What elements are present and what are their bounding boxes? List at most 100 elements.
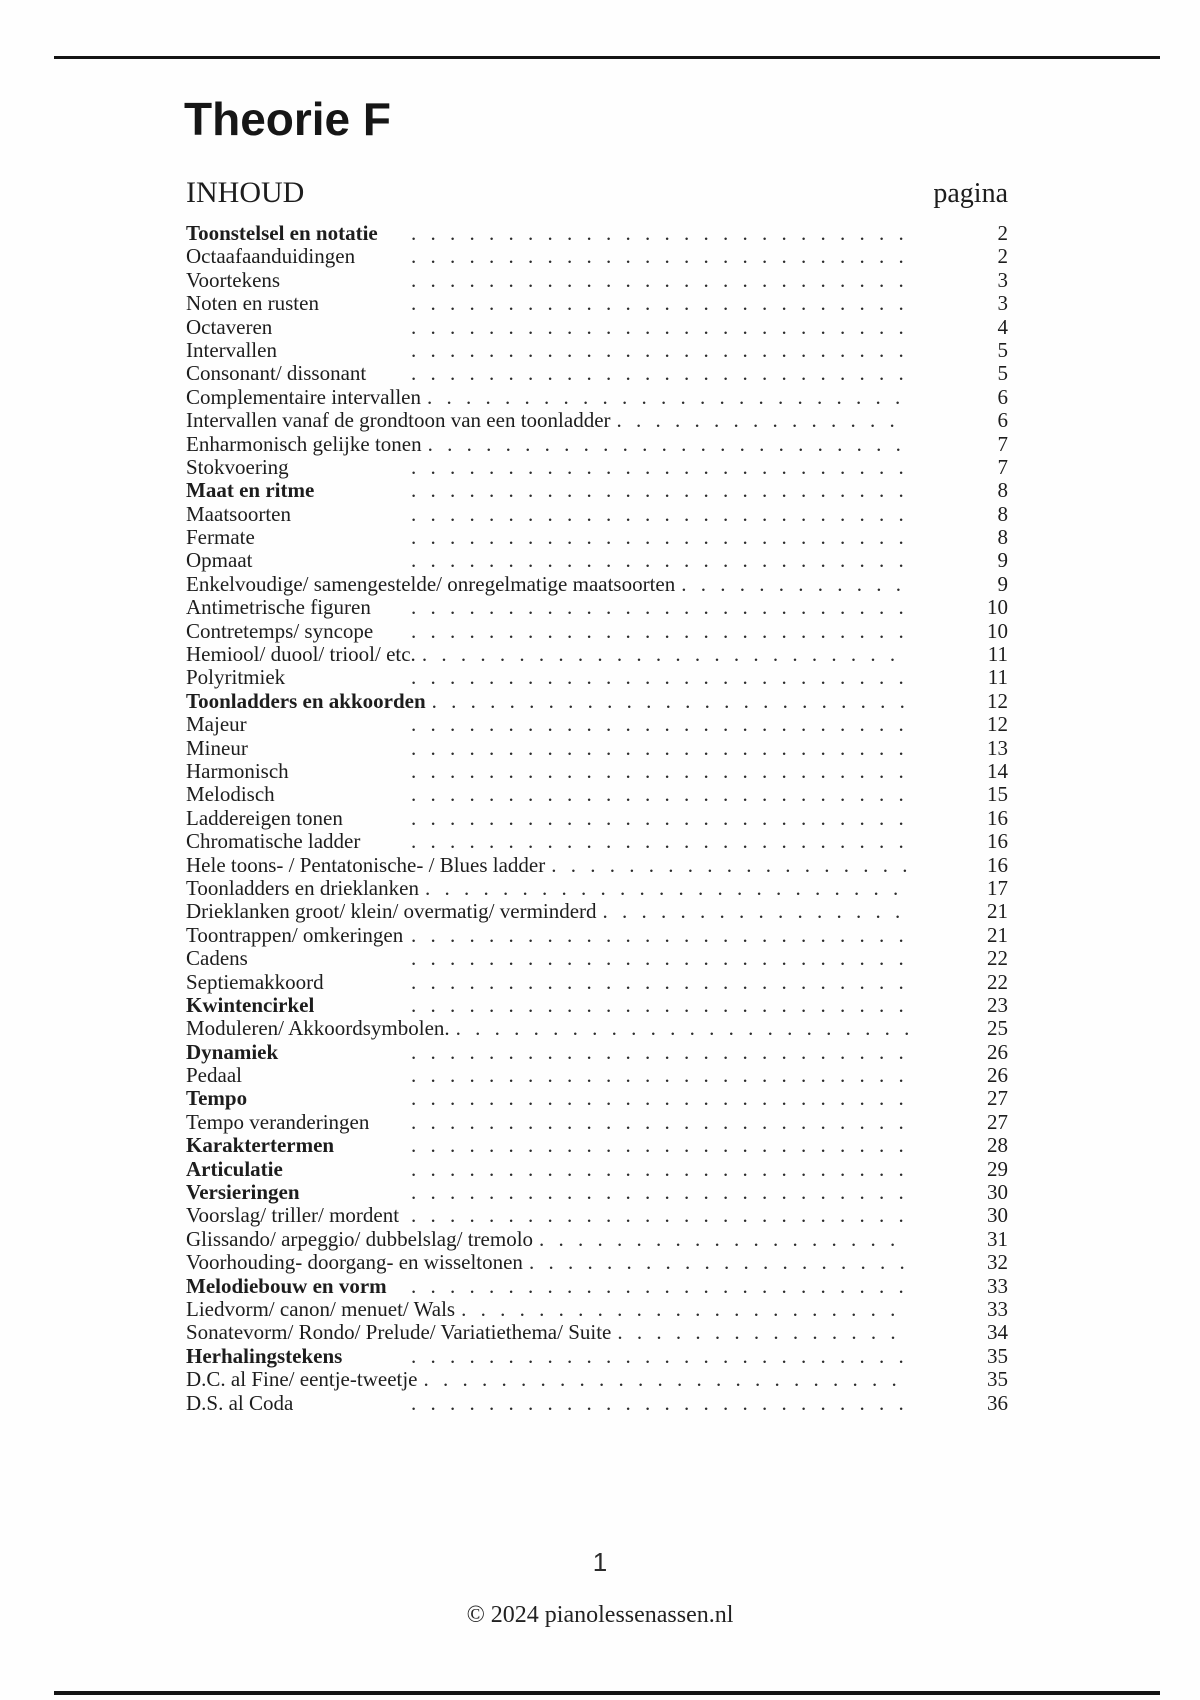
toc-entry-page: 8 <box>997 525 1009 550</box>
dot-leader <box>405 1345 908 1368</box>
toc-entry-label: Articulatie <box>186 1156 283 1181</box>
toc-entry-label: Toonstelsel en notatie <box>186 221 378 245</box>
dot-leader <box>405 1158 908 1181</box>
toc-entry-label: Enharmonisch gelijke tonen <box>186 431 422 456</box>
dot-leader <box>405 479 908 502</box>
toc-entry-page: 8 <box>997 478 1009 503</box>
toc-entry-page: 14 <box>987 758 1008 783</box>
toc-entry-page: 2 <box>997 221 1009 245</box>
toc-entry: Toonladders en drieklanken 17 <box>186 875 1008 900</box>
dot-leader <box>405 269 908 292</box>
dot-leader <box>405 924 908 947</box>
toc-entry: Majeur 12 <box>186 712 1008 736</box>
dot-leader <box>405 1111 908 1134</box>
toc-entry-page: 36 <box>987 1390 1008 1415</box>
dot-leader <box>405 1181 908 1204</box>
toc-entry: Harmonisch 14 <box>186 758 1008 783</box>
toc-entry: Laddereigen tonen 16 <box>186 806 1008 830</box>
toc-entry-label: Melodiebouw en vorm <box>186 1273 387 1298</box>
toc-entry-label: Maatsoorten <box>186 501 291 526</box>
toc-entry-label: Cadens <box>186 946 248 971</box>
toc-entry-page: 25 <box>987 1016 1008 1041</box>
toc-entry-page: 30 <box>987 1203 1008 1228</box>
toc-entry: Enkelvoudige/ samengestelde/ onregelmati… <box>186 572 1008 596</box>
toc-entry-page: 22 <box>987 946 1008 971</box>
toc-entry-page: 22 <box>987 969 1008 994</box>
toc-entry-page: 2 <box>997 244 1009 269</box>
dot-leader <box>455 1298 908 1321</box>
toc-entry: Maatsoorten 8 <box>186 501 1009 526</box>
toc-entry-label: Contretemps/ syncope <box>186 618 374 643</box>
toc-entry-label: D.C. al Fine/ eentje-tweetje <box>186 1367 418 1392</box>
toc-list: Toonstelsel en notatie 2 Octaafaanduidin… <box>186 221 1009 1415</box>
toc-entry-page: 16 <box>987 852 1008 877</box>
dot-leader <box>405 994 908 1017</box>
toc-entry-page: 17 <box>987 875 1008 900</box>
toc-entry-page: 11 <box>987 642 1008 667</box>
toc-entry: Cadens 22 <box>186 946 1008 971</box>
toc-entry: Toonstelsel en notatie 2 <box>186 221 1009 245</box>
toc-entry-page: 30 <box>987 1180 1008 1205</box>
dot-leader <box>405 1275 908 1298</box>
toc-entry-page: 33 <box>987 1273 1008 1298</box>
toc-entry: Contretemps/ syncope 10 <box>186 618 1008 643</box>
toc-entry-label: Toonladders en akkoorden <box>186 688 426 713</box>
toc-entry-page: 15 <box>987 782 1008 807</box>
dot-leader <box>405 830 908 853</box>
dot-leader <box>405 292 908 315</box>
dot-leader <box>405 362 908 385</box>
toc-entry: Antimetrische figuren 10 <box>186 595 1008 620</box>
footer-page-number: 1 <box>592 1546 608 1577</box>
toc-entry-label: Fermate <box>186 525 255 550</box>
toc-heading: INHOUD <box>186 176 305 209</box>
toc-entry-label: D.S. al Coda <box>186 1390 294 1415</box>
dot-leader <box>405 1064 908 1087</box>
toc-entry-label: Voorslag/ triller/ mordent <box>186 1203 400 1228</box>
dot-leader <box>419 877 908 900</box>
toc-entry-label: Tempo <box>186 1086 248 1111</box>
dot-leader <box>545 854 908 877</box>
toc-entry-label: Consonant/ dissonant <box>186 361 367 386</box>
dot-leader <box>405 1392 908 1415</box>
dot-leader <box>405 339 908 362</box>
toc-entry: Toonladders en akkoorden 12 <box>186 688 1008 713</box>
dot-leader <box>533 1228 908 1251</box>
toc-entry: Voorslag/ triller/ mordent 30 <box>186 1203 1008 1228</box>
toc-entry-label: Antimetrische figuren <box>186 595 371 620</box>
toc-entry: Herhalingstekens 35 <box>186 1343 1008 1368</box>
toc-entry-page: 6 <box>997 384 1009 409</box>
toc-entry-label: Toonladders en drieklanken <box>186 875 419 900</box>
dot-leader <box>405 456 908 479</box>
toc-entry: Pedaal 26 <box>186 1063 1008 1087</box>
toc-entry-page: 3 <box>997 291 1009 316</box>
toc-entry: Hemiool/ duool/ triool/ etc. 11 <box>186 642 1008 667</box>
dot-leader <box>405 1134 908 1157</box>
dot-leader <box>611 409 908 432</box>
toc-entry-page: 11 <box>987 665 1008 690</box>
toc-entry-page: 21 <box>987 899 1008 924</box>
toc-entry: Liedvorm/ canon/ menuet/ Wals 33 <box>186 1297 1008 1321</box>
toc-header: INHOUD pagina <box>186 176 1008 210</box>
toc-entry: Melodisch 15 <box>186 782 1008 807</box>
dot-leader <box>405 316 908 339</box>
toc-entry-page: 32 <box>987 1250 1008 1275</box>
toc-entry-label: Harmonisch <box>186 758 289 783</box>
toc-entry-label: Karaktertermen <box>186 1133 335 1158</box>
toc-entry-page: 35 <box>987 1367 1008 1392</box>
toc-entry-label: Herhalingstekens <box>186 1343 343 1368</box>
bottom-rule <box>54 1691 1160 1695</box>
toc-entry: Glissando/ arpeggio/ dubbelslag/ tremolo… <box>186 1227 1008 1251</box>
toc-entry-label: Hele toons- / Pentatonische- / Blues lad… <box>186 852 546 877</box>
dot-leader <box>405 596 908 619</box>
toc-entry: D.C. al Fine/ eentje-tweetje 35 <box>186 1367 1008 1392</box>
toc-entry-page: 23 <box>987 992 1008 1017</box>
toc-entry: Polyritmiek 11 <box>186 665 1008 690</box>
dot-leader <box>405 549 908 572</box>
toc-entry: Tempo 27 <box>186 1086 1008 1111</box>
toc-entry-page: 8 <box>997 501 1009 526</box>
toc-entry-label: Noten en rusten <box>186 291 319 316</box>
dot-leader <box>405 620 908 643</box>
toc-entry: Voortekens 3 <box>186 268 1008 292</box>
toc-entry: Maat en ritme 8 <box>186 478 1009 503</box>
toc-entry-label: Tempo veranderingen <box>186 1109 370 1134</box>
